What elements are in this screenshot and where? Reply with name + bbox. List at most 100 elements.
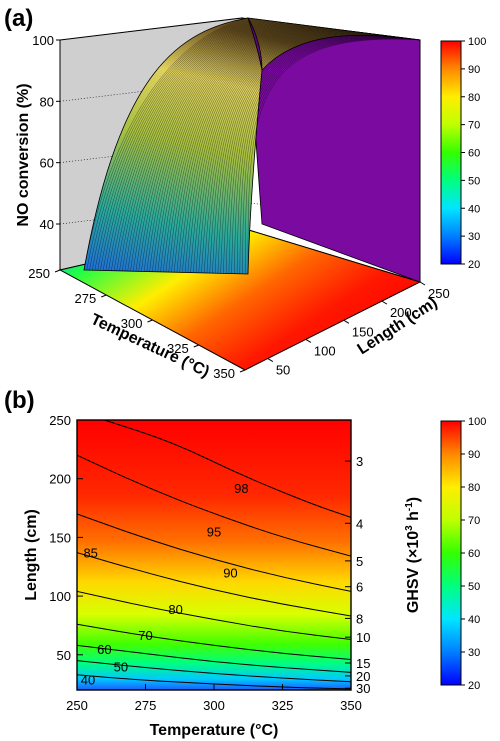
- surface-mesh-line: [184, 31, 355, 273]
- contour-fill: [77, 420, 351, 690]
- temperature-tick-label-a: 300: [121, 316, 143, 331]
- surface-mesh-line: [149, 26, 317, 272]
- temperature-tick-label-a: 250: [28, 266, 50, 281]
- surface-mesh-line: [179, 30, 349, 273]
- colorbar-tick-label: 20: [468, 259, 480, 271]
- surface-mesh-line: [165, 28, 335, 273]
- temperature-tick-label-a: 325: [167, 341, 189, 356]
- contour-label-70: 70: [138, 628, 152, 643]
- surface-mesh-line: [198, 33, 369, 273]
- colorbar-tick-label: 100: [468, 36, 486, 48]
- surface-mesh-line: [187, 31, 357, 273]
- colorbar-tick-label: 60: [468, 548, 480, 560]
- surface-mesh-line: [108, 21, 274, 271]
- surface-mesh-line: [223, 36, 395, 274]
- left-wall-gridline: [59, 201, 243, 225]
- ghsv-tick-label: 6: [356, 580, 363, 595]
- surface-mesh-line: [143, 25, 312, 272]
- surface-mesh-line: [182, 31, 352, 273]
- ghsv-tick-label: 10: [356, 630, 370, 645]
- temperature-tick-label-b: 275: [135, 698, 157, 713]
- surface-mesh-line: [119, 22, 286, 271]
- colorbar-tick-label: 70: [468, 515, 480, 527]
- contour-line-60: [77, 644, 351, 673]
- surface-mesh-line: [204, 33, 375, 273]
- surface-mesh-line: [113, 21, 280, 271]
- length-tick-label-a: 250: [428, 286, 450, 301]
- surface-mesh-line: [163, 28, 332, 272]
- temperature-tick-label-a: 350: [213, 366, 235, 381]
- ghsv-tick-label: 4: [356, 516, 363, 531]
- temperature-tick-a: [147, 319, 153, 323]
- surface-mesh-line: [86, 18, 251, 271]
- length-tick-label-b: 50: [57, 648, 71, 663]
- surface-mesh-line: [97, 19, 263, 271]
- colorbar-tick-label: 80: [468, 92, 480, 104]
- temperature-tick-a: [54, 269, 61, 273]
- colorbar-tick-label: 50: [468, 175, 480, 187]
- contour-lines: [77, 420, 351, 690]
- contour-label-50: 50: [114, 660, 128, 675]
- surface-mesh-line: [201, 33, 372, 273]
- left-wall-gridline: [59, 17, 243, 41]
- ghsv-tick-label: 3: [356, 454, 363, 469]
- surface-mesh-line: [92, 18, 257, 271]
- panel-label-b: (b): [4, 387, 35, 414]
- surface-mesh-line: [100, 20, 266, 271]
- temperature-tick-a: [239, 369, 246, 373]
- temperature-tick-label-b: 250: [66, 698, 88, 713]
- length-tick-a: [381, 300, 388, 305]
- surface-mesh-line: [168, 29, 337, 273]
- surface-mesh-line: [127, 23, 294, 272]
- colorbar-tick-label: 70: [468, 120, 480, 132]
- surface-mesh-line: [116, 22, 283, 271]
- contour-label-98: 98: [234, 481, 248, 496]
- y-axis-title-b: Length (cm): [23, 509, 40, 601]
- surface-mesh-line: [146, 26, 314, 272]
- temperature-tick-a: [193, 344, 199, 348]
- length-tick-label-a: 50: [276, 363, 290, 378]
- surface-mesh-line: [141, 25, 309, 272]
- z-axis-title: NO conversion (%): [15, 83, 32, 226]
- surface-mesh-line: [152, 26, 320, 272]
- surface-mesh-line: [122, 22, 289, 271]
- surface-mesh-line: [130, 24, 297, 272]
- surface-mesh-line: [160, 28, 329, 272]
- contour-line-90: [77, 513, 351, 592]
- colorbar-tick-label: 80: [468, 482, 480, 494]
- surface-mesh-line: [133, 24, 300, 272]
- panel-a: 40 60 80 100 250 275 300 325 350 50 100 150 200 250…: [4, 5, 486, 381]
- surface-mesh-line: [135, 24, 303, 272]
- surface-mesh-line: [212, 34, 383, 274]
- colorbar-tick-label: 40: [468, 614, 480, 626]
- y2-axis-title-b: GHSV (×103 h-1): [404, 497, 422, 613]
- colorbar-a: [440, 40, 462, 265]
- surface-mesh-line: [89, 18, 254, 271]
- x-axis-title-b: Temperature (°C): [150, 722, 279, 739]
- left-wall-gridline: [59, 79, 243, 102]
- z-tick-label: 60: [40, 156, 54, 171]
- surface-mesh-line: [209, 34, 380, 274]
- surface-mesh-line: [94, 19, 260, 271]
- colorbar-tick-label: 40: [468, 203, 480, 215]
- surface-mesh-line: [138, 25, 306, 272]
- contour-label-60: 60: [97, 642, 111, 657]
- colorbar-b-ticks: 20 30 40 50 60 70 80 90 100: [461, 416, 486, 692]
- ghsv-tick-label: 20: [356, 669, 370, 684]
- surface-mesh-line: [220, 35, 392, 274]
- contour-label-90: 90: [223, 566, 237, 581]
- surface-mesh-line: [111, 21, 277, 271]
- colorbar-tick-label: 20: [468, 680, 480, 692]
- surface-mesh-line: [154, 27, 323, 272]
- left-wall-gridline: [59, 140, 243, 163]
- ghsv-tick-label: 8: [356, 611, 363, 626]
- surface-mesh-line: [171, 29, 340, 273]
- surface-mesh-line: [206, 34, 378, 274]
- colorbar-tick-label: 30: [468, 647, 480, 659]
- contour-label-80: 80: [168, 602, 182, 617]
- surface-mesh-line: [195, 32, 366, 273]
- length-ticks-b: 50 100 150 200 250: [49, 413, 83, 663]
